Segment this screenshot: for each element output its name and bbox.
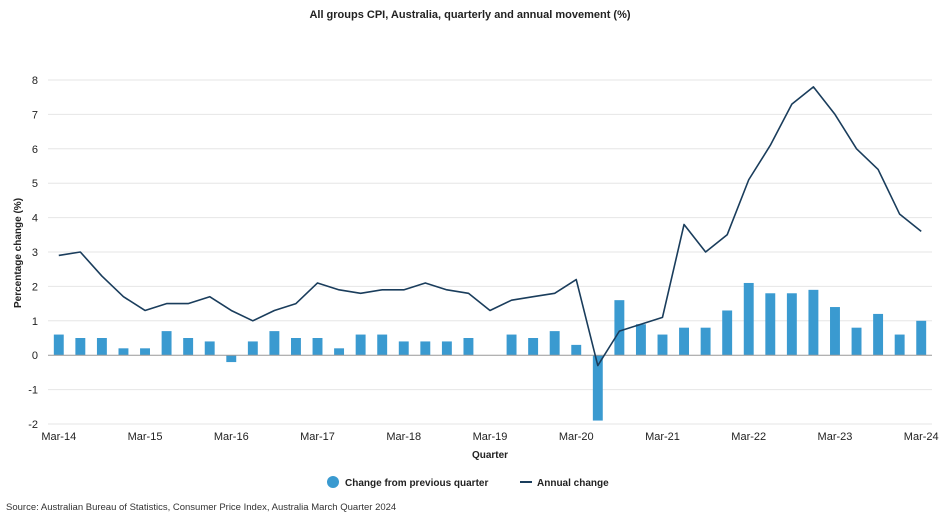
x-tick-label: Mar-21 (645, 431, 680, 443)
bar (312, 338, 323, 356)
x-tick-label: Mar-16 (214, 431, 249, 443)
bar (75, 338, 86, 356)
y-tick-label: 8 (32, 75, 38, 87)
chart-title: All groups CPI, Australia, quarterly and… (309, 9, 630, 21)
bar (722, 310, 733, 356)
bar (700, 327, 711, 356)
bar (161, 331, 172, 356)
bar (463, 338, 474, 356)
bar (592, 355, 603, 421)
bar (830, 307, 840, 356)
bar (204, 341, 215, 356)
gridlines (48, 79, 932, 425)
bar (657, 334, 668, 356)
bar (808, 289, 819, 356)
legend-bar-label: Change from previous quarter (345, 478, 488, 489)
bar (96, 338, 107, 356)
legend-bar-swatch (327, 476, 339, 488)
bar (441, 341, 452, 356)
y-tick-label: 5 (32, 178, 38, 190)
y-tick-label: -1 (28, 385, 38, 397)
bar (743, 282, 754, 356)
bar (269, 331, 280, 356)
legend-line-label: Annual change (537, 478, 609, 489)
bar (334, 348, 345, 356)
annual-change-line (58, 86, 922, 367)
x-tick-label: Mar-23 (818, 431, 853, 443)
bar (916, 320, 927, 356)
x-tick-label: Mar-17 (300, 431, 335, 443)
y-tick-label: 6 (32, 144, 38, 156)
y-tick-label: 2 (32, 281, 38, 293)
y-tick-label: 4 (32, 213, 38, 225)
y-tick-label: -2 (28, 419, 38, 431)
x-tick-label: Mar-15 (128, 431, 163, 443)
y-tick-label: 0 (32, 350, 38, 362)
y-axis-title: Percentage change (%) (13, 198, 24, 308)
bar (873, 313, 884, 356)
x-tick-label: Mar-14 (41, 431, 76, 443)
bar (53, 334, 64, 356)
bar (786, 293, 797, 356)
x-axis-ticks: Mar-14 Mar-15 Mar-16 Mar-17 Mar-18 Mar-19 Mar-… (41, 431, 938, 443)
source-note: Source: Australian Bureau of Statistics,… (6, 502, 396, 513)
bar (355, 334, 366, 356)
x-tick-label: Mar-19 (473, 431, 508, 443)
bar (398, 341, 409, 356)
bar-series (53, 282, 927, 421)
y-tick-label: 7 (32, 109, 38, 121)
bar (765, 293, 776, 356)
x-tick-label: Mar-18 (386, 431, 421, 443)
bar (679, 327, 690, 356)
bar (635, 324, 646, 356)
x-tick-label: Mar-24 (904, 431, 939, 443)
bar (420, 341, 431, 356)
x-tick-label: Mar-20 (559, 431, 594, 443)
bar (226, 355, 237, 363)
bar (183, 338, 194, 356)
bar (118, 348, 129, 356)
bar (851, 327, 862, 356)
bar (571, 344, 582, 356)
bar (549, 331, 560, 356)
bar (247, 341, 258, 356)
legend: Change from previous quarter Annual chan… (327, 476, 609, 489)
bar (140, 348, 150, 356)
bar (290, 338, 301, 356)
bar (528, 338, 539, 356)
line-series (58, 86, 922, 367)
y-tick-label: 3 (32, 247, 38, 259)
bar (506, 334, 517, 356)
x-axis-title: Quarter (472, 450, 508, 461)
y-tick-label: 1 (32, 316, 38, 328)
bar (614, 300, 625, 356)
bar (894, 334, 905, 356)
x-tick-label: Mar-22 (731, 431, 766, 443)
y-axis-ticks: -2 -1 0 1 2 3 4 5 6 7 8 (28, 75, 38, 431)
bar (377, 334, 388, 356)
